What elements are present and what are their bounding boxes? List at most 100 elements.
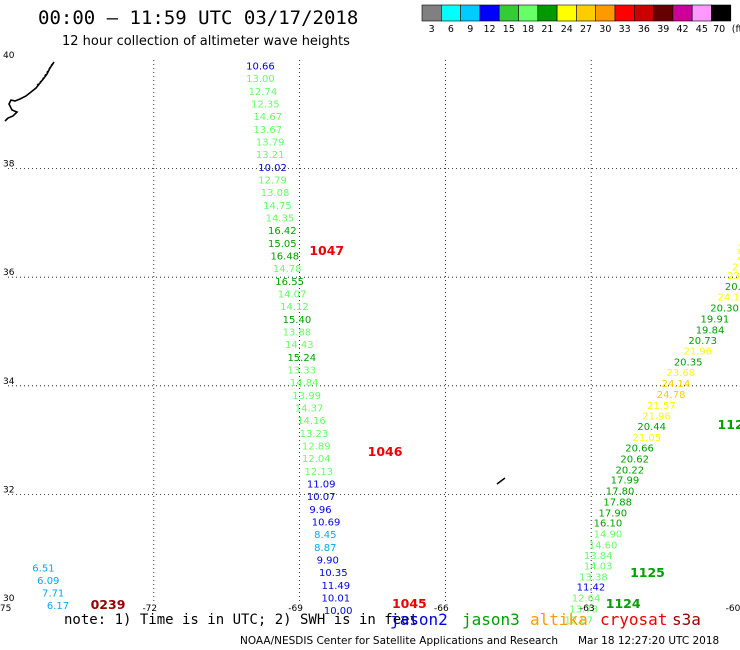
y-tick-label: 38 <box>3 160 15 170</box>
wave-height-label: 14.37 <box>295 404 324 415</box>
wave-height-label: 17.90 <box>598 508 627 519</box>
colorbar-swatch <box>537 4 558 22</box>
wave-height-label: 15.24 <box>287 353 316 364</box>
colorbar-label: 27 <box>580 24 592 35</box>
colorbar-swatch <box>479 4 500 22</box>
wave-height-label: 16.42 <box>268 226 297 237</box>
colorbar-swatch <box>421 4 442 22</box>
wave-height-label: 13.00 <box>246 74 275 85</box>
chart-title: 00:00 – 11:59 UTC 03/17/2018 <box>38 7 358 29</box>
colorbar-label: 30 <box>599 24 611 35</box>
wave-height-label: 6.51 <box>32 564 54 575</box>
wave-height-label: 13.38 <box>579 572 608 583</box>
x-tick-label: -63 <box>580 604 595 614</box>
wave-height-label: 15.05 <box>268 239 297 250</box>
track-labels: 1047 1046 1045 0239 1126 1124 1125 <box>91 243 740 612</box>
colorbar-label: 21 <box>541 24 553 35</box>
wave-height-label: 13.79 <box>256 137 285 148</box>
wave-height-label: 20.35 <box>674 357 703 368</box>
wave-height-label: 8.87 <box>314 543 336 554</box>
y-tick-label: 30 <box>3 594 15 604</box>
wave-height-label: 14.03 <box>584 562 613 573</box>
colorbar-swatch <box>711 4 732 22</box>
track-id-label: 0239 <box>91 597 126 612</box>
wave-height-label: 6.17 <box>47 601 69 612</box>
colorbar-swatch <box>460 4 481 22</box>
wave-height-label: 12.64 <box>572 594 601 605</box>
wave-height-label: 13.21 <box>256 150 285 161</box>
wave-height-label: 19.84 <box>696 325 725 336</box>
wave-height-label: 20.62 <box>620 455 649 466</box>
wave-height-label: 13.23 <box>300 429 329 440</box>
wave-height-label: 14.90 <box>594 529 623 540</box>
wave-height-label: 10.69 <box>312 518 341 529</box>
wave-height-label: 13.88 <box>283 328 312 339</box>
x-tick-label: -66 <box>434 604 449 614</box>
wave-height-label: 13.78 <box>569 604 598 615</box>
y-tick-label: 34 <box>3 377 15 387</box>
wave-height-label: 12.89 <box>302 442 331 453</box>
wave-height-label: 17.80 <box>606 487 635 498</box>
wave-height-label: 12.04 <box>302 454 331 465</box>
colorbar-label: 42 <box>677 24 689 35</box>
footer-note: note: 1) Time is in UTC; 2) SWH is in fe… <box>64 612 418 628</box>
wave-height-label: 13.08 <box>261 188 290 199</box>
y-tick-label: 32 <box>3 485 14 495</box>
wave-height-label: 24.14 <box>662 379 691 390</box>
colorbar-label: 70 <box>713 24 725 35</box>
colorbar-label: 45 <box>696 24 708 35</box>
wave-height-label: 21.05 <box>633 433 662 444</box>
colorbar-swatch <box>576 4 597 22</box>
wave-height-label: 14.67 <box>253 112 282 123</box>
legend-altika: altika <box>530 610 588 629</box>
colorbar-label: 33 <box>619 24 631 35</box>
track-id-label: 1047 <box>309 243 344 258</box>
colorbar-label: 15 <box>503 24 515 35</box>
wave-height-label: 20.30 <box>710 304 739 315</box>
wave-height-label: 14.84 <box>290 378 319 389</box>
wave-height-label: 16.48 <box>270 251 299 262</box>
colorbar-label: 6 <box>448 24 454 35</box>
legend-s3a: s3a <box>672 610 701 629</box>
wave-height-label: 10.02 <box>258 163 287 174</box>
y-tick-label: 40 <box>3 51 15 61</box>
island-marker <box>496 477 506 485</box>
wave-height-label: 12.79 <box>258 175 287 186</box>
x-tick-label: -75 <box>0 604 11 614</box>
x-tick-label: -69 <box>288 604 303 614</box>
x-tick-label: -60 <box>726 604 740 614</box>
wave-height-label: 20.66 <box>625 444 654 455</box>
wave-height-label: 24.10 <box>718 293 740 304</box>
colorbar-unit: (ft) <box>732 24 740 35</box>
wave-height-label: 10.07 <box>307 492 336 503</box>
timestamp-text: Mar 18 12:27:20 UTC 2018 <box>578 635 719 647</box>
track-id-label: 1125 <box>630 565 665 580</box>
wave-height-label: 23 <box>737 243 740 254</box>
track-id-label: 1126 <box>718 417 740 432</box>
wave-height-label: 12.35 <box>251 99 280 110</box>
wave-height-label: 14.12 <box>280 302 309 313</box>
wave-height-label: 10.66 <box>246 61 275 72</box>
wave-height-label: 21.96 <box>684 347 713 358</box>
wave-height-label: 17.88 <box>603 497 632 508</box>
colorbar-swatch <box>440 4 461 22</box>
wave-height-label: 21.96 <box>642 412 671 423</box>
wave-height-label: 20.44 <box>637 422 666 433</box>
x-tick-label: -72 <box>142 604 157 614</box>
wave-height-label: 16.10 <box>594 519 623 530</box>
wave-height-label: 11.09 <box>307 480 336 491</box>
track-id-label: 1045 <box>392 596 427 611</box>
wave-height-label: 12.87 <box>564 615 593 626</box>
wave-height-label: 14.43 <box>285 340 314 351</box>
axis-ticks: 30 32 34 36 38 40 -75 -72 -69 -66 -63 -60 <box>0 51 740 614</box>
wave-height-label: 9.90 <box>317 556 339 567</box>
colorbar-swatch <box>498 4 519 22</box>
wave-height-label: 10.00 <box>324 606 353 617</box>
wave-height-label: 15.40 <box>283 315 312 326</box>
wave-height-label: 14.78 <box>273 264 302 275</box>
y-tick-label: 36 <box>3 268 15 278</box>
colorbar-swatch <box>653 4 674 22</box>
colorbar-label: 36 <box>638 24 650 35</box>
